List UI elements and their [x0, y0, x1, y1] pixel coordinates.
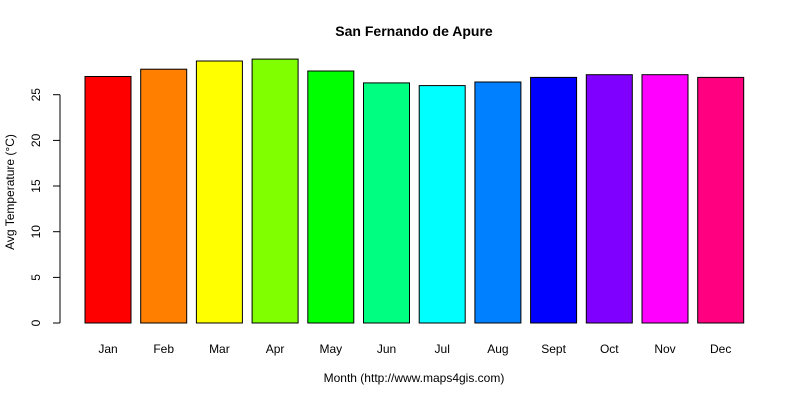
bar-jul	[418, 85, 466, 324]
x-axis-label: Month (http://www.maps4gis.com)	[324, 371, 505, 385]
x-tick-label: Mar	[209, 342, 230, 356]
bar-mar	[195, 60, 243, 324]
bar-dec	[697, 76, 745, 324]
bar-nov	[641, 74, 689, 324]
y-tick-label: 5	[29, 274, 43, 281]
x-tick-label: Dec	[710, 342, 731, 356]
bar-sept	[530, 76, 578, 324]
y-tick-label: 10	[29, 225, 43, 239]
bar-feb	[140, 68, 188, 324]
y-tick-label: 15	[29, 179, 43, 193]
bar-oct	[585, 74, 633, 324]
bar-apr	[251, 58, 299, 324]
bar-aug	[474, 81, 522, 324]
x-tick-label: Apr	[266, 342, 285, 356]
y-tick-label: 20	[29, 133, 43, 147]
x-tick-label: Sept	[541, 342, 566, 356]
x-tick-label: Jun	[377, 342, 396, 356]
y-axis: 0 5 10 15 20 25	[29, 88, 61, 326]
bar-may	[307, 70, 355, 324]
y-tick-label: 0	[29, 319, 43, 326]
x-tick-label: Nov	[654, 342, 675, 356]
bar-jun	[363, 82, 410, 324]
x-tick-label: Oct	[600, 342, 619, 356]
chart-title: San Fernando de Apure	[335, 23, 493, 39]
x-tick-label: Aug	[487, 342, 508, 356]
y-tick-label: 25	[29, 88, 43, 102]
x-tick-label: May	[319, 342, 342, 356]
x-tick-label: Jan	[98, 342, 117, 356]
y-axis-label: Avg Temperature (°C)	[3, 134, 17, 250]
bar-jan	[84, 76, 132, 324]
x-tick-label: Feb	[153, 342, 174, 356]
bars-group	[84, 58, 745, 324]
x-tick-label: Jul	[435, 342, 450, 356]
x-tick-labels: Jan Feb Mar Apr May Jun Jul Aug Sept Oct Nov Dec	[98, 342, 731, 356]
